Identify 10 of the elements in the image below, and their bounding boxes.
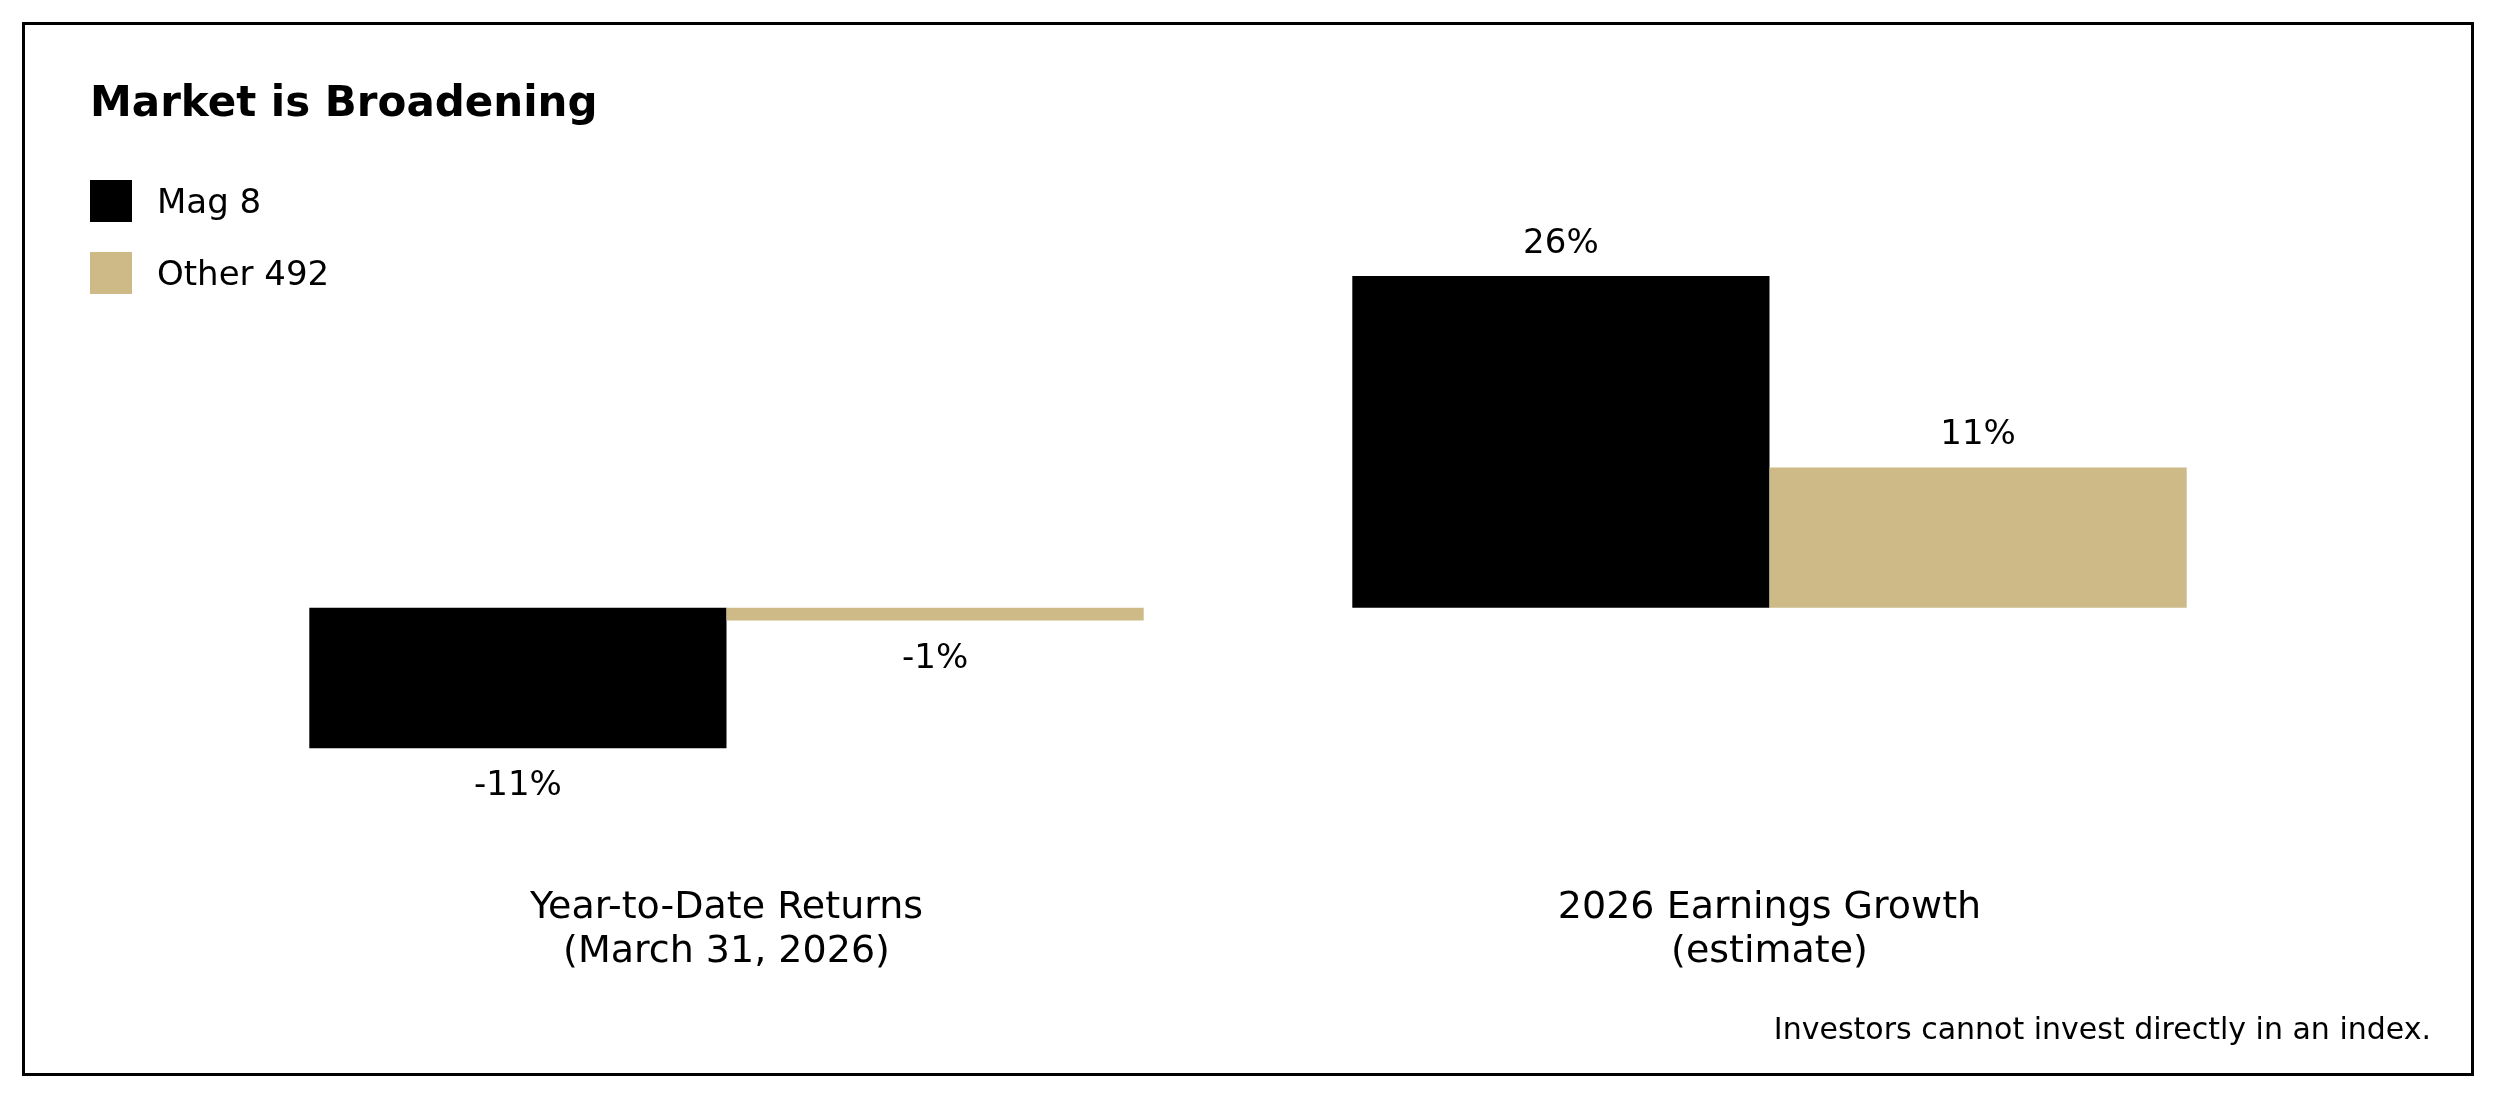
text: Investors cannot invest directly in an index. <box>1773 1010 2431 1046</box>
legend-label: Mag 8 <box>157 181 262 221</box>
data-label: -1% <box>901 635 969 676</box>
x-tick-label: 2026 Earnings Growth (estimate) <box>1557 883 1982 971</box>
data-label: 26% <box>1523 221 1599 262</box>
x-tick-label: Year-to-Date Returns (March 31, 2026) <box>528 883 924 971</box>
data-label: 11% <box>1940 412 2016 453</box>
legend-label: Other 492 <box>157 253 330 293</box>
chart-title: Market is Broadening <box>90 76 598 126</box>
data-label: -11% <box>473 763 562 804</box>
